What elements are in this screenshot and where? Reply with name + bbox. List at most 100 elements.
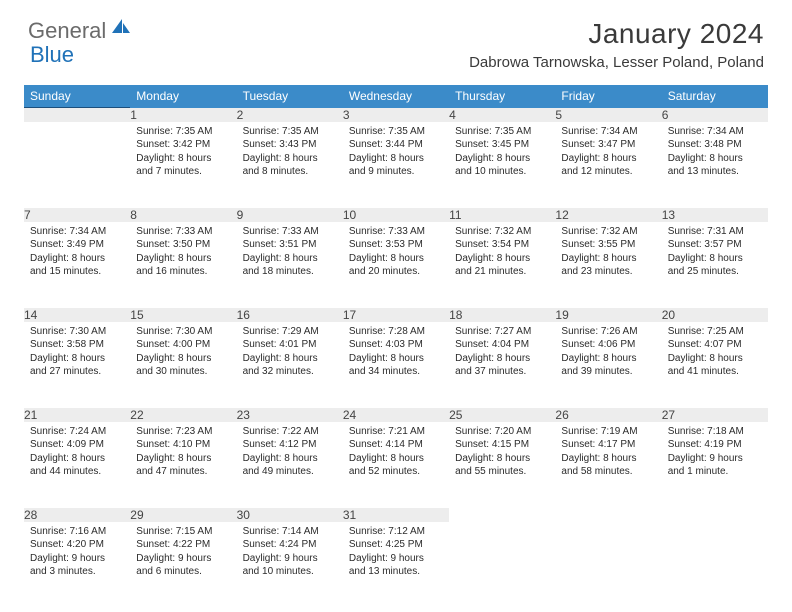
day-content: Sunrise: 7:32 AMSunset: 3:54 PMDaylight:… (449, 222, 555, 285)
sunrise-text: Sunrise: 7:27 AM (455, 325, 549, 339)
sunset-text: Sunset: 3:48 PM (668, 138, 762, 152)
daylight-text: Daylight: 8 hours and 27 minutes. (30, 352, 124, 379)
sunrise-text: Sunrise: 7:23 AM (136, 425, 230, 439)
daynum-row: 14151617181920 (24, 308, 768, 322)
day-cell: Sunrise: 7:28 AMSunset: 4:03 PMDaylight:… (343, 322, 449, 408)
daynum-row: 28293031 (24, 508, 768, 522)
day-content: Sunrise: 7:32 AMSunset: 3:55 PMDaylight:… (555, 222, 661, 285)
logo-text-blue: Blue (30, 42, 74, 67)
weekday-header: Wednesday (343, 85, 449, 108)
daylight-text: Daylight: 8 hours and 44 minutes. (30, 452, 124, 479)
day-number: 27 (662, 408, 768, 422)
day-number: 2 (237, 108, 343, 122)
daylight-text: Daylight: 8 hours and 49 minutes. (243, 452, 337, 479)
day-cell (449, 522, 555, 608)
day-content: Sunrise: 7:18 AMSunset: 4:19 PMDaylight:… (662, 422, 768, 485)
sunset-text: Sunset: 4:09 PM (30, 438, 124, 452)
daylight-text: Daylight: 8 hours and 58 minutes. (561, 452, 655, 479)
day-cell: Sunrise: 7:26 AMSunset: 4:06 PMDaylight:… (555, 322, 661, 408)
calendar-head: SundayMondayTuesdayWednesdayThursdayFrid… (24, 85, 768, 108)
sunrise-text: Sunrise: 7:31 AM (668, 225, 762, 239)
day-number (24, 108, 130, 122)
logo-sail-icon (110, 17, 132, 42)
sunrise-text: Sunrise: 7:16 AM (30, 525, 124, 539)
day-cell (662, 522, 768, 608)
day-number (449, 508, 555, 522)
day-content: Sunrise: 7:20 AMSunset: 4:15 PMDaylight:… (449, 422, 555, 485)
day-number: 15 (130, 308, 236, 322)
daycell-row: Sunrise: 7:30 AMSunset: 3:58 PMDaylight:… (24, 322, 768, 408)
weekday-header: Monday (130, 85, 236, 108)
logo-sub: Blue (30, 42, 74, 68)
day-cell: Sunrise: 7:18 AMSunset: 4:19 PMDaylight:… (662, 422, 768, 508)
sunrise-text: Sunrise: 7:24 AM (30, 425, 124, 439)
day-cell: Sunrise: 7:27 AMSunset: 4:04 PMDaylight:… (449, 322, 555, 408)
day-content: Sunrise: 7:27 AMSunset: 4:04 PMDaylight:… (449, 322, 555, 385)
sunrise-text: Sunrise: 7:34 AM (30, 225, 124, 239)
sunrise-text: Sunrise: 7:22 AM (243, 425, 337, 439)
daylight-text: Daylight: 8 hours and 55 minutes. (455, 452, 549, 479)
location-text: Dabrowa Tarnowska, Lesser Poland, Poland (469, 54, 764, 71)
day-content: Sunrise: 7:26 AMSunset: 4:06 PMDaylight:… (555, 322, 661, 385)
day-cell: Sunrise: 7:34 AMSunset: 3:47 PMDaylight:… (555, 122, 661, 208)
day-cell: Sunrise: 7:33 AMSunset: 3:53 PMDaylight:… (343, 222, 449, 308)
sunrise-text: Sunrise: 7:29 AM (243, 325, 337, 339)
day-cell: Sunrise: 7:32 AMSunset: 3:55 PMDaylight:… (555, 222, 661, 308)
logo: General (28, 18, 134, 44)
day-content: Sunrise: 7:29 AMSunset: 4:01 PMDaylight:… (237, 322, 343, 385)
day-cell: Sunrise: 7:31 AMSunset: 3:57 PMDaylight:… (662, 222, 768, 308)
daylight-text: Daylight: 8 hours and 13 minutes. (668, 152, 762, 179)
day-number: 22 (130, 408, 236, 422)
day-cell: Sunrise: 7:34 AMSunset: 3:48 PMDaylight:… (662, 122, 768, 208)
sunset-text: Sunset: 4:20 PM (30, 538, 124, 552)
sunrise-text: Sunrise: 7:30 AM (30, 325, 124, 339)
daylight-text: Daylight: 8 hours and 52 minutes. (349, 452, 443, 479)
day-number: 24 (343, 408, 449, 422)
daylight-text: Daylight: 8 hours and 18 minutes. (243, 252, 337, 279)
logo-text-gray: General (28, 18, 106, 44)
daylight-text: Daylight: 8 hours and 10 minutes. (455, 152, 549, 179)
sunrise-text: Sunrise: 7:14 AM (243, 525, 337, 539)
daylight-text: Daylight: 8 hours and 8 minutes. (243, 152, 337, 179)
header: General January 2024 Dabrowa Tarnowska, … (0, 0, 792, 79)
daynum-row: 123456 (24, 108, 768, 122)
sunset-text: Sunset: 4:12 PM (243, 438, 337, 452)
daycell-row: Sunrise: 7:24 AMSunset: 4:09 PMDaylight:… (24, 422, 768, 508)
daylight-text: Daylight: 8 hours and 20 minutes. (349, 252, 443, 279)
sunset-text: Sunset: 4:19 PM (668, 438, 762, 452)
day-number: 9 (237, 208, 343, 222)
daylight-text: Daylight: 8 hours and 41 minutes. (668, 352, 762, 379)
sunset-text: Sunset: 4:17 PM (561, 438, 655, 452)
sunrise-text: Sunrise: 7:32 AM (455, 225, 549, 239)
sunset-text: Sunset: 4:06 PM (561, 338, 655, 352)
calendar-table: SundayMondayTuesdayWednesdayThursdayFrid… (24, 85, 768, 608)
sunset-text: Sunset: 3:45 PM (455, 138, 549, 152)
daylight-text: Daylight: 8 hours and 12 minutes. (561, 152, 655, 179)
day-cell: Sunrise: 7:35 AMSunset: 3:44 PMDaylight:… (343, 122, 449, 208)
daylight-text: Daylight: 8 hours and 39 minutes. (561, 352, 655, 379)
day-number: 10 (343, 208, 449, 222)
sunset-text: Sunset: 4:01 PM (243, 338, 337, 352)
sunrise-text: Sunrise: 7:15 AM (136, 525, 230, 539)
day-cell: Sunrise: 7:33 AMSunset: 3:50 PMDaylight:… (130, 222, 236, 308)
daynum-row: 21222324252627 (24, 408, 768, 422)
weekday-row: SundayMondayTuesdayWednesdayThursdayFrid… (24, 85, 768, 108)
day-cell (24, 122, 130, 208)
day-number: 8 (130, 208, 236, 222)
sunset-text: Sunset: 4:10 PM (136, 438, 230, 452)
daylight-text: Daylight: 8 hours and 21 minutes. (455, 252, 549, 279)
sunset-text: Sunset: 3:57 PM (668, 238, 762, 252)
day-content: Sunrise: 7:22 AMSunset: 4:12 PMDaylight:… (237, 422, 343, 485)
day-content: Sunrise: 7:35 AMSunset: 3:43 PMDaylight:… (237, 122, 343, 185)
daylight-text: Daylight: 8 hours and 23 minutes. (561, 252, 655, 279)
day-number: 30 (237, 508, 343, 522)
day-cell: Sunrise: 7:14 AMSunset: 4:24 PMDaylight:… (237, 522, 343, 608)
day-content: Sunrise: 7:31 AMSunset: 3:57 PMDaylight:… (662, 222, 768, 285)
day-cell (555, 522, 661, 608)
day-cell: Sunrise: 7:23 AMSunset: 4:10 PMDaylight:… (130, 422, 236, 508)
sunset-text: Sunset: 3:51 PM (243, 238, 337, 252)
day-content: Sunrise: 7:35 AMSunset: 3:44 PMDaylight:… (343, 122, 449, 185)
day-content: Sunrise: 7:19 AMSunset: 4:17 PMDaylight:… (555, 422, 661, 485)
day-number: 7 (24, 208, 130, 222)
sunset-text: Sunset: 4:07 PM (668, 338, 762, 352)
